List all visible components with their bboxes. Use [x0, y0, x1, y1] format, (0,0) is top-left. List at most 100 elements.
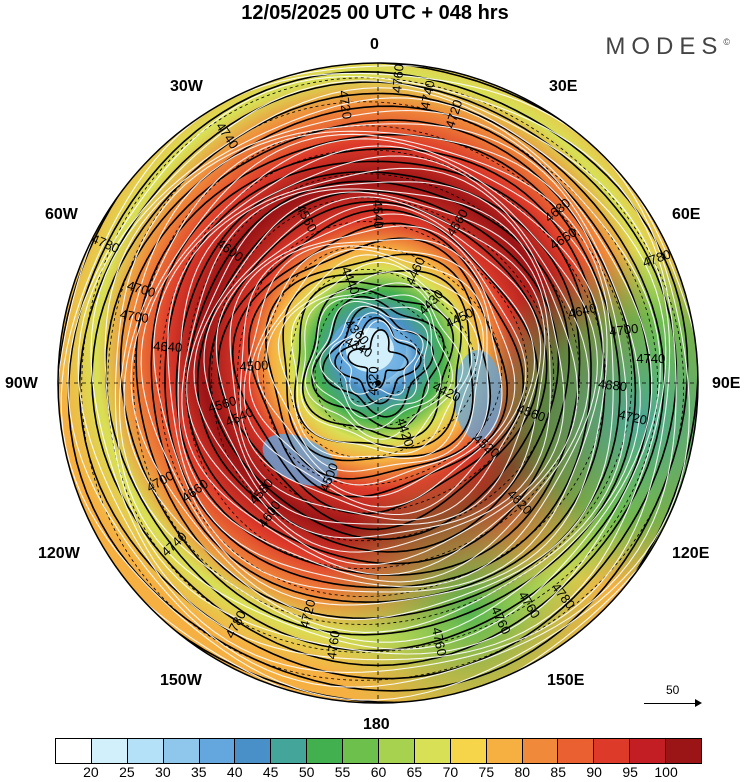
dashed-contour — [339, 316, 425, 404]
wind-streamline — [140, 138, 608, 606]
contour-label: 4540 — [370, 199, 386, 228]
wind-streamline — [130, 133, 614, 621]
wind-streamline — [181, 181, 579, 576]
contour-label: 4760 — [324, 629, 343, 660]
contour-label: 4640 — [153, 338, 183, 355]
lon-label-0: 0 — [370, 36, 379, 53]
contour-label: 4740 — [636, 351, 665, 366]
chart-title: 12/05/2025 00 UTC + 048 hrs — [241, 2, 509, 24]
colorbar-swatch — [630, 739, 667, 763]
height-contour — [150, 147, 606, 603]
dashed-contour — [237, 221, 529, 514]
wind-streamline — [203, 196, 546, 539]
wind-streamline — [243, 238, 516, 508]
contour-label: 4720 — [336, 89, 355, 120]
colorbar-tick-label: 35 — [190, 764, 207, 780]
dashed-contour — [211, 197, 555, 542]
height-contour — [196, 190, 560, 553]
wind-streamline — [193, 191, 551, 553]
colorbar-tick-label: 45 — [262, 764, 279, 780]
height-contour — [264, 253, 492, 480]
colorbar-swatch — [450, 739, 487, 763]
wind-streamline — [186, 188, 565, 566]
colorbar-swatch — [666, 739, 702, 763]
colorbar-swatch — [199, 739, 236, 763]
colorbar-swatch — [163, 739, 200, 763]
dashed-contour — [314, 292, 451, 431]
colorbar-swatch — [271, 739, 308, 763]
lon-label-30e: 30E — [549, 78, 578, 95]
wind-streamline — [104, 97, 661, 655]
wind-streamline — [153, 145, 604, 593]
colorbar — [55, 738, 702, 764]
wind-streamline — [300, 282, 464, 448]
colorbar-swatch — [307, 739, 344, 763]
contour-label: 4700 — [609, 321, 639, 339]
wind-streamline — [60, 72, 690, 701]
wind-streamline — [118, 123, 641, 643]
lon-label-90e: 90E — [712, 375, 741, 392]
colorbar-tick-label: 80 — [514, 764, 531, 780]
height-contour — [135, 133, 621, 620]
contour-label: 4760 — [389, 63, 406, 93]
height-contour — [311, 295, 445, 430]
wind-streamline — [215, 203, 542, 525]
modes-logo: MODES© — [605, 33, 730, 60]
dashed-contour — [289, 268, 477, 458]
colorbar-tick-label: 65 — [406, 764, 423, 780]
lon-label-60w: 60W — [45, 206, 78, 223]
wind-streamline — [256, 248, 489, 486]
colorbar-tick-label: 40 — [226, 764, 243, 780]
contour-label: 4320 — [365, 366, 381, 395]
wind-streamline — [90, 87, 667, 661]
dashed-contour — [107, 101, 659, 653]
colorbar-tick-label: 55 — [334, 764, 351, 780]
height-contour — [347, 328, 409, 391]
polar-map: 4740474047604780470046604720456045604540… — [57, 62, 699, 704]
height-contour — [301, 287, 455, 440]
wind-streamline — [266, 254, 484, 472]
colorbar-tick-label: 50 — [298, 764, 315, 780]
colorbar-tick-label: 60 — [370, 764, 387, 780]
lon-label-150e: 150E — [547, 672, 585, 689]
reference-vector: 50 — [642, 683, 706, 713]
contour-label: 4640 — [566, 300, 598, 321]
colorbar-tick-label: 30 — [155, 764, 171, 780]
colorbar-swatch — [91, 739, 128, 763]
lon-label-120e: 120E — [672, 545, 710, 562]
wind-streamline — [304, 294, 453, 440]
wind-streamline — [277, 261, 480, 459]
contour-label: 4680 — [597, 376, 627, 394]
height-contour — [78, 81, 678, 680]
wind-streamline — [319, 305, 430, 419]
colorbar-tick-label: 25 — [119, 764, 135, 780]
wind-streamline — [123, 130, 628, 633]
colorbar-swatch — [343, 739, 380, 763]
contour-label: 4500 — [239, 357, 269, 374]
lon-label-90w: 90W — [5, 375, 38, 392]
height-contour — [321, 305, 435, 418]
wind-streamline — [167, 155, 598, 588]
wind-streamline — [248, 245, 503, 498]
colorbar-swatch — [379, 739, 415, 763]
lon-label-60e: 60E — [672, 206, 701, 223]
wind-streamline — [67, 75, 677, 688]
wind-streamline — [177, 167, 590, 583]
colorbar-tick-label: 95 — [622, 764, 638, 780]
height-contour — [247, 237, 509, 498]
wind-streamline — [290, 271, 473, 455]
wind-streamline — [229, 213, 536, 521]
contour-label: 4700 — [119, 306, 150, 326]
colorbar-swatch — [235, 739, 272, 763]
reference-arrow-icon — [644, 699, 702, 707]
colorbar-tick-label: 90 — [586, 764, 602, 780]
colorbar-swatch — [127, 739, 164, 763]
contour-label: 4760 — [429, 626, 449, 657]
colorbar-tick-label: 70 — [442, 764, 459, 780]
lon-label-180: 180 — [363, 716, 390, 733]
lon-label-150w: 150W — [160, 672, 202, 689]
height-contour — [208, 201, 548, 540]
lon-label-120w: 120W — [38, 545, 80, 562]
colorbar-ticks: 20 25 30 35 40 45 50 55 60 65 70 75 80 85 90 95 100 — [55, 764, 702, 782]
colorbar-swatch — [414, 739, 451, 763]
